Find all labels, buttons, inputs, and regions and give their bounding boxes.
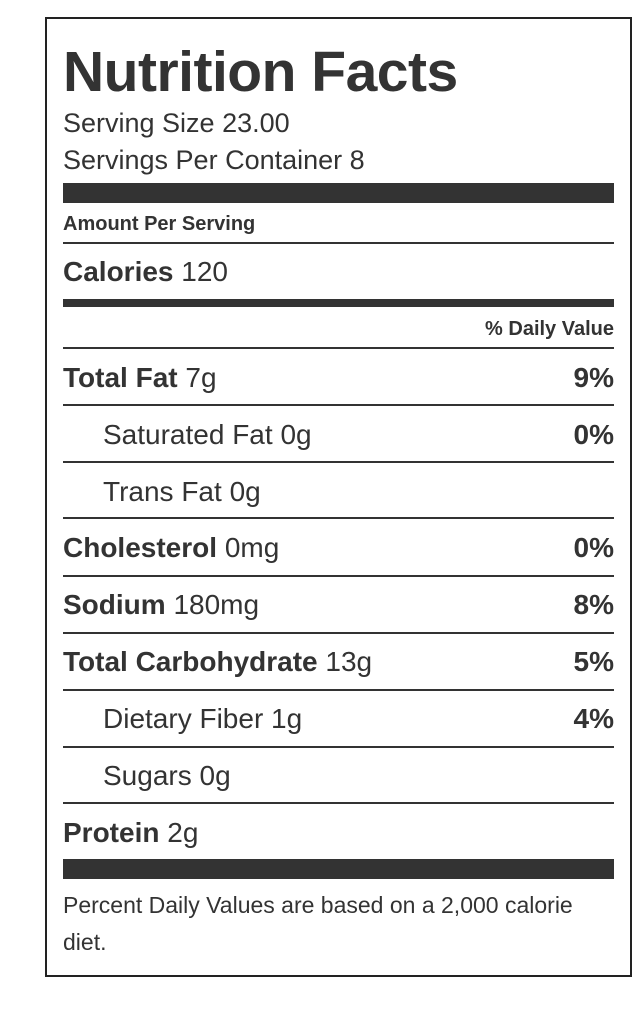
nutrient-row-protein: Protein 2g: [63, 813, 614, 853]
divider: [63, 802, 614, 804]
nutrient-amount: 0mg: [224, 532, 280, 563]
nutrient-name: Protein: [63, 817, 160, 848]
nutrient-row-cholesterol: Cholesterol 0mg 0%: [63, 528, 614, 568]
nutrient-row-dietary-fiber: Dietary Fiber 1g 4%: [63, 699, 614, 739]
medium-divider: [63, 299, 614, 307]
divider: [63, 632, 614, 634]
nutrient-name: Trans Fat: [103, 476, 222, 507]
nutrient-name: Sodium: [63, 589, 166, 620]
divider: [63, 404, 614, 406]
nutrient-amount: 0g: [280, 419, 312, 450]
nutrient-amount: 2g: [167, 817, 199, 848]
nutrient-amount: 0g: [199, 760, 231, 791]
nutrient-name: Sugars: [103, 760, 192, 791]
nutrient-dv: 0%: [573, 532, 614, 563]
nutrition-facts-label: Nutrition Facts Serving Size 23.00 Servi…: [45, 17, 632, 977]
label-title: Nutrition Facts: [63, 40, 458, 104]
nutrient-name: Dietary Fiber: [103, 703, 264, 734]
amount-per-serving: Amount Per Serving: [63, 213, 256, 235]
calories-value: 120: [181, 256, 228, 287]
divider: [63, 461, 614, 463]
divider: [63, 689, 614, 691]
divider: [63, 242, 614, 244]
nutrient-name: Cholesterol: [63, 532, 218, 563]
servings-per-container: Servings Per Container 8: [63, 145, 365, 175]
calories-label: Calories: [63, 256, 174, 287]
nutrient-name: Saturated Fat: [103, 419, 273, 450]
nutrient-row-sodium: Sodium 180mg 8%: [63, 585, 614, 625]
nutrient-dv: 0%: [573, 419, 614, 450]
nutrient-dv: 4%: [573, 703, 614, 734]
divider: [63, 746, 614, 748]
nutrient-name: Total Carbohydrate: [63, 646, 318, 677]
nutrient-amount: 13g: [325, 646, 373, 677]
nutrient-dv: 5%: [573, 646, 614, 677]
thick-divider: [63, 183, 614, 203]
nutrient-amount: 7g: [185, 362, 217, 393]
serving-size: Serving Size 23.00: [63, 108, 290, 138]
nutrient-dv: 8%: [573, 589, 614, 620]
divider: [63, 575, 614, 577]
nutrient-amount: 180mg: [173, 589, 260, 620]
nutrient-dv: 9%: [573, 362, 614, 393]
calories-row: Calories 120: [63, 253, 614, 291]
nutrient-row-saturated-fat: Saturated Fat 0g 0%: [63, 415, 614, 455]
nutrient-row-total-carbohydrate: Total Carbohydrate 13g 5%: [63, 642, 614, 682]
nutrient-row-sugars: Sugars 0g: [63, 756, 614, 796]
nutrient-row-total-fat: Total Fat 7g 9%: [63, 358, 614, 398]
nutrient-name: Total Fat: [63, 362, 178, 393]
nutrient-amount: 1g: [271, 703, 303, 734]
divider: [63, 347, 614, 349]
nutrient-amount: 0g: [229, 476, 261, 507]
divider: [63, 517, 614, 519]
nutrient-row-trans-fat: Trans Fat 0g: [63, 472, 614, 512]
daily-value-header: % Daily Value: [485, 318, 614, 340]
thick-divider: [63, 859, 614, 879]
footnote: Percent Daily Values are based on a 2,00…: [63, 892, 573, 955]
calories-text: Calories 120: [63, 252, 228, 292]
